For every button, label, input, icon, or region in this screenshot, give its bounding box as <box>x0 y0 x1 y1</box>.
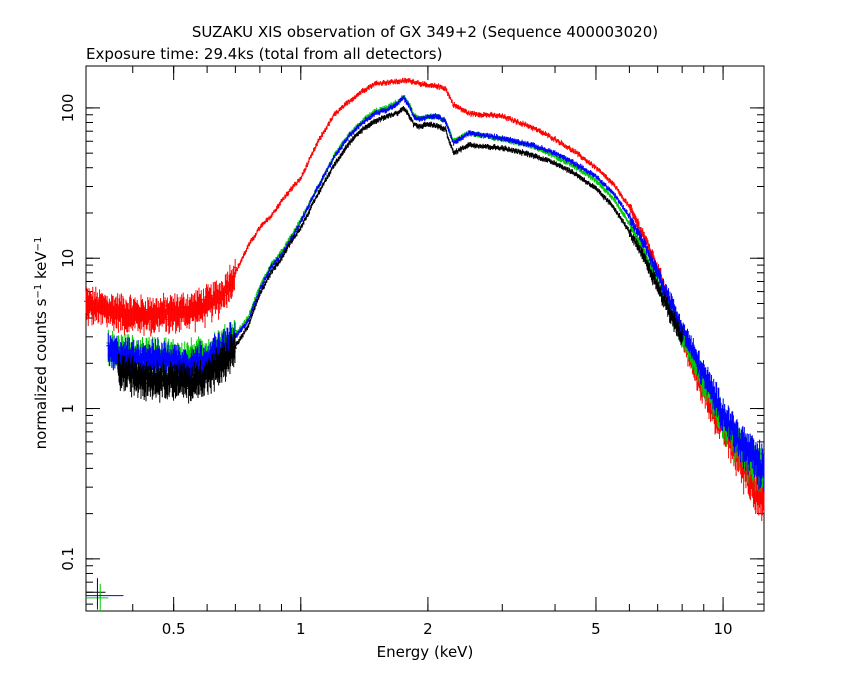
x-axis: 0.5 1 2 5 10 <box>132 66 733 638</box>
x-tick-label: 5 <box>591 620 601 638</box>
y-axis-label-main: normalized counts s <box>32 298 50 449</box>
y-axis-label-unit: keV <box>32 251 50 284</box>
series-3 <box>116 106 683 404</box>
x-axis-label: Energy (keV) <box>377 643 474 661</box>
y-axis-label: normalized counts s−1 keV−1 <box>32 237 50 450</box>
x-tick-label: 0.5 <box>162 620 186 638</box>
series-2 <box>106 95 765 492</box>
y-tick-label: 0.1 <box>59 547 77 571</box>
chart-title: SUZAKU XIS observation of GX 349+2 (Sequ… <box>192 23 658 41</box>
y-axis-label-exp2: −1 <box>33 237 44 252</box>
x-tick-label: 2 <box>423 620 433 638</box>
y-tick-label: 10 <box>59 249 77 268</box>
plot-frame <box>85 65 765 612</box>
y-tick-label: 100 <box>59 94 77 123</box>
y-axis: 0.1 1 10 100 <box>59 94 764 605</box>
residual-markers <box>86 578 124 611</box>
x-tick-label: 1 <box>296 620 306 638</box>
chart-subtitle: Exposure time: 29.4ks (total from all de… <box>86 45 442 63</box>
y-axis-label-exp1: −1 <box>33 284 44 299</box>
x-tick-label: 10 <box>714 620 733 638</box>
y-tick-label: 1 <box>59 404 77 414</box>
data-layer <box>84 77 765 611</box>
